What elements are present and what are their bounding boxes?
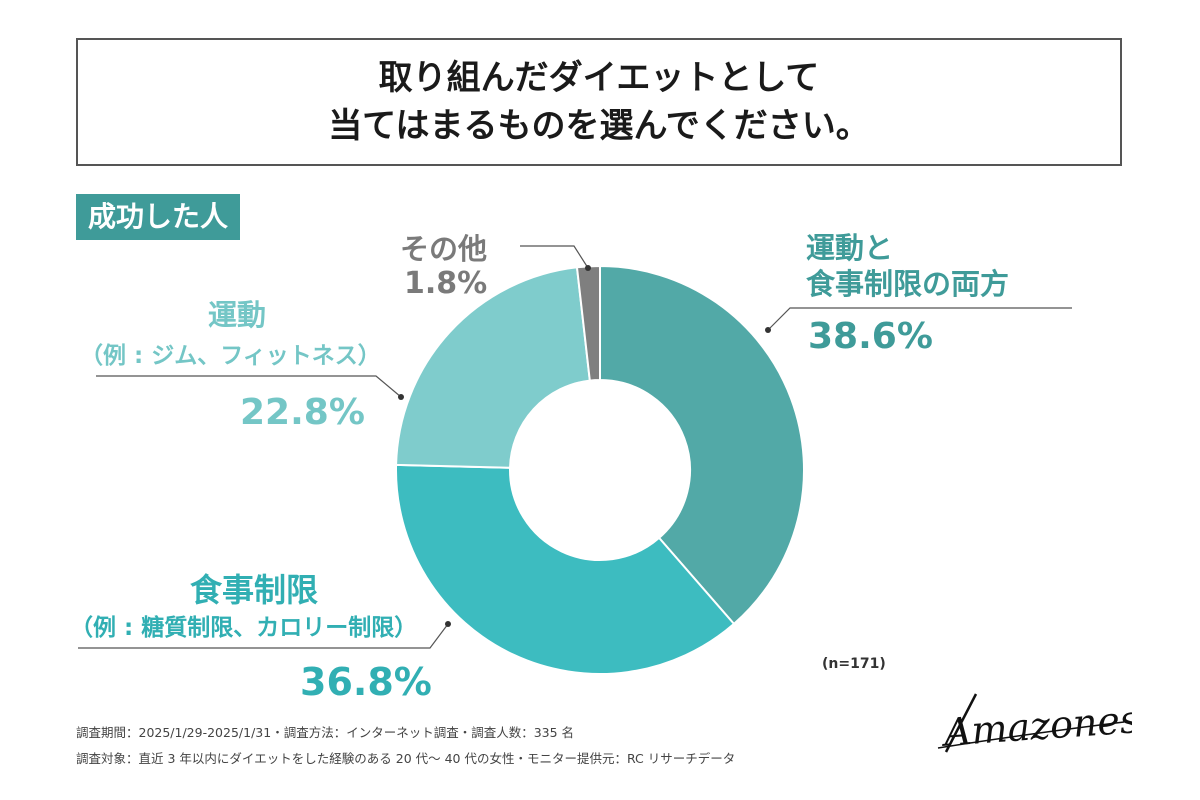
value-exercise: 22.8%: [240, 392, 365, 433]
survey-target-note: 調査対象：直近 3 年以内にダイエットをした経験のある 20 代〜 40 代の女…: [76, 751, 736, 766]
amazones-logo: Amazones: [937, 693, 1132, 755]
leader-line-exercise: [96, 375, 402, 398]
leader-dot-exercise: [398, 394, 404, 400]
leader-line-other: [520, 245, 589, 269]
label-diet-line2: （例 : 糖質制限、カロリー制限）: [70, 615, 418, 641]
label-diet-line1: 食事制限: [190, 571, 319, 609]
label-exercise-line1: 運動: [208, 298, 267, 332]
leader-dot-diet: [445, 621, 451, 627]
label-other: その他: [400, 232, 488, 266]
value-both: 38.6%: [808, 316, 933, 357]
title-line-2: 当てはまるものを選んでください。: [328, 106, 870, 146]
value-diet: 36.8%: [300, 660, 432, 704]
group-badge: 成功した人: [76, 194, 241, 240]
title-box: 取り組んだダイエットとして 当てはまるものを選んでください。: [76, 38, 1122, 166]
slice-both: [599, 264, 805, 626]
survey-period-note: 調査期間：2025/1/29-2025/1/31・調査方法：インターネット調査・…: [76, 725, 575, 740]
value-other: 1.8%: [404, 266, 488, 301]
title-line-1: 取り組んだダイエットとして: [378, 58, 820, 98]
slice-exercise: [395, 266, 591, 469]
leader-dot-both: [765, 327, 771, 333]
label-exercise-line2: （例 : ジム、フィットネス）: [80, 343, 381, 369]
label-both-line2: 食事制限の両方: [806, 267, 1010, 301]
leader-line-both: [767, 307, 1072, 331]
leader-line-diet: [78, 623, 449, 649]
leader-dot-other: [585, 265, 591, 271]
logo-text: Amazones: [940, 697, 1132, 755]
label-both-line1: 運動と: [806, 231, 894, 265]
sample-size-note: (n=171): [822, 656, 886, 672]
slice-other: [575, 264, 601, 382]
slice-diet: [395, 463, 736, 675]
